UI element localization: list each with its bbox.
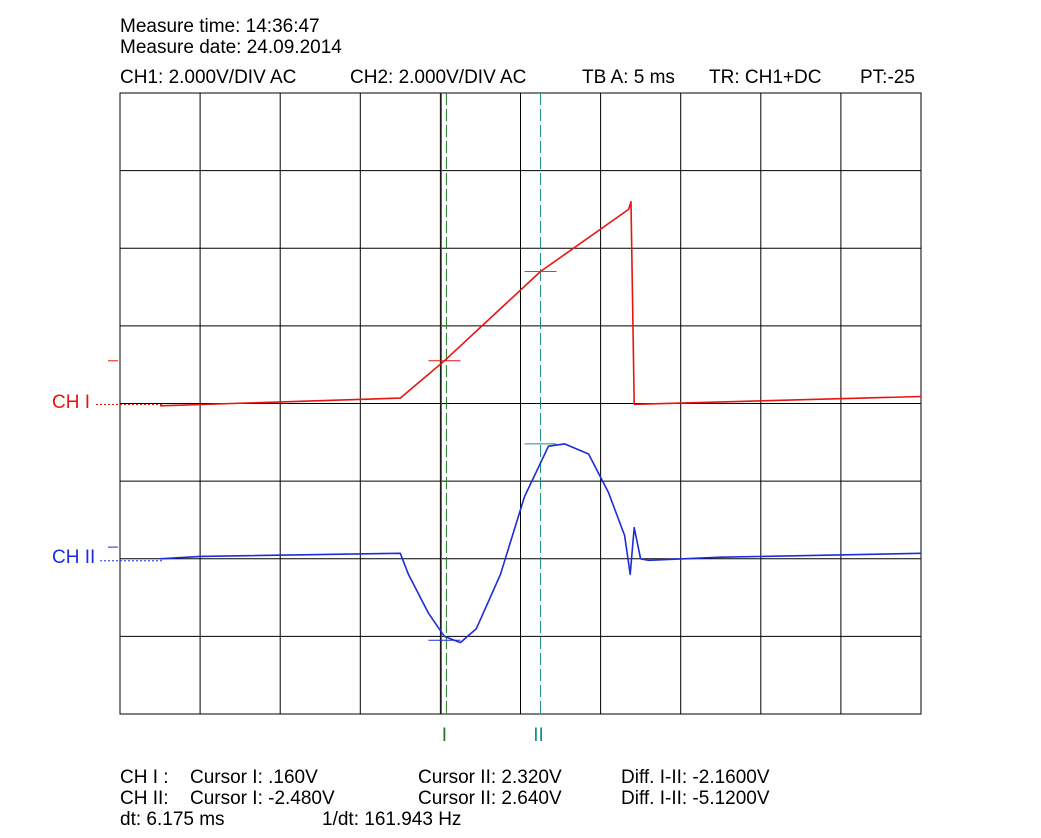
measure-date: Measure date: 24.09.2014 [120,37,342,58]
readout-row1-diff: Diff. I-II: -2.1600V [621,767,770,788]
waveform-traces [160,200,922,644]
ch2-label: CH II [52,547,96,568]
readout-dt: dt: 6.175 ms [120,809,225,830]
ch1-settings: CH1: 2.000V/DIV AC [120,67,297,88]
cursor-labels: I II [442,725,544,746]
cursor-intersection-marks [428,271,557,641]
cursor-1-label: I [442,725,447,746]
trigger-setting: TR: CH1+DC [709,67,822,88]
pretrigger-setting: PT:-25 [860,67,915,88]
ch1-label: CH I [52,392,90,413]
readout-row2-cursor2: Cursor II: 2.640V [418,788,562,809]
readout-row1-cursor1: Cursor I: .160V [190,767,318,788]
readout-row1-cursor2: Cursor II: 2.320V [418,767,562,788]
readout-row2-cursor1: Cursor I: -2.480V [190,788,335,809]
readout-row2-channel: CH II: [120,788,169,809]
readout-inverse-dt: 1/dt: 161.943 Hz [322,809,462,830]
ch2-settings: CH2: 2.000V/DIV AC [350,67,527,88]
measure-time: Measure time: 14:36:47 [120,16,320,37]
ch1-trace [160,200,922,407]
cursor-lines [440,93,542,714]
channel-reference-markers [96,360,162,562]
graticule-grid [119,92,922,715]
timebase-setting: TB A: 5 ms [582,67,675,88]
readout-row1-channel: CH I : [120,767,169,788]
cursor-2-label: II [533,725,544,746]
ch2-trace [160,443,922,644]
readout-row2-diff: Diff. I-II: -5.1200V [621,788,770,809]
